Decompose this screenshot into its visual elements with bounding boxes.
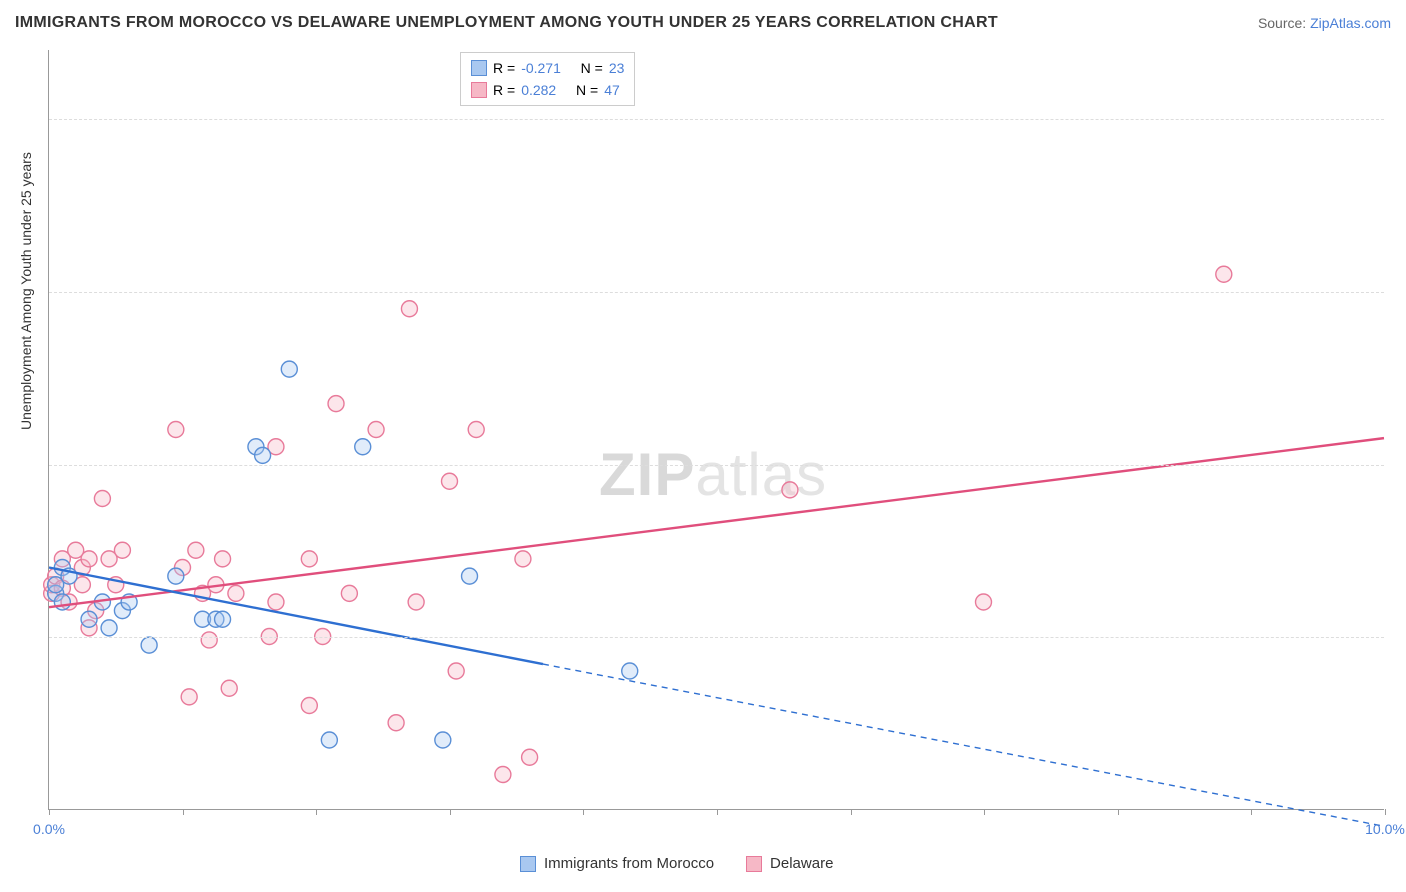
grid-line	[49, 637, 1384, 638]
grid-line	[49, 292, 1384, 293]
legend-swatch	[471, 60, 487, 76]
grid-line	[49, 119, 1384, 120]
scatter-point	[355, 439, 371, 455]
scatter-point	[255, 447, 271, 463]
scatter-point	[1216, 266, 1232, 282]
scatter-point	[301, 551, 317, 567]
scatter-point	[114, 542, 130, 558]
scatter-point	[468, 422, 484, 438]
scatter-point	[101, 620, 117, 636]
legend-correlation-row: R = -0.271 N = 23	[471, 57, 624, 79]
scatter-point	[495, 767, 511, 783]
x-tick	[450, 809, 451, 815]
scatter-point	[168, 568, 184, 584]
scatter-point	[228, 585, 244, 601]
x-tick	[1251, 809, 1252, 815]
scatter-point	[281, 361, 297, 377]
scatter-point	[442, 473, 458, 489]
scatter-point	[81, 551, 97, 567]
x-tick	[984, 809, 985, 815]
scatter-point	[54, 594, 70, 610]
y-axis-label: Unemployment Among Youth under 25 years	[18, 152, 34, 430]
scatter-point	[401, 301, 417, 317]
legend-series-item: Immigrants from Morocco	[520, 855, 714, 872]
legend-series-item: Delaware	[746, 855, 833, 872]
scatter-point	[221, 680, 237, 696]
scatter-point	[328, 396, 344, 412]
scatter-point	[408, 594, 424, 610]
chart-svg	[49, 50, 1384, 809]
scatter-point	[168, 422, 184, 438]
scatter-point	[448, 663, 464, 679]
scatter-point	[435, 732, 451, 748]
scatter-point	[522, 749, 538, 765]
x-tick	[851, 809, 852, 815]
scatter-point	[388, 715, 404, 731]
scatter-point	[341, 585, 357, 601]
scatter-point	[141, 637, 157, 653]
x-tick-label: 0.0%	[33, 821, 65, 837]
x-tick	[316, 809, 317, 815]
x-tick	[183, 809, 184, 815]
legend-swatch	[471, 82, 487, 98]
scatter-point	[215, 611, 231, 627]
source-attribution: Source: ZipAtlas.com	[1258, 15, 1391, 31]
scatter-point	[268, 594, 284, 610]
scatter-point	[301, 698, 317, 714]
scatter-point	[81, 611, 97, 627]
plot-area: ZIPatlas 10.0%20.0%30.0%40.0%0.0%10.0%	[48, 50, 1384, 810]
x-tick	[1385, 809, 1386, 815]
x-tick	[717, 809, 718, 815]
trend-line-blue-extrapolated	[543, 664, 1384, 826]
legend-swatch	[520, 856, 536, 872]
scatter-point	[368, 422, 384, 438]
legend-swatch	[746, 856, 762, 872]
legend-correlation-box: R = -0.271 N = 23 R = 0.282 N = 47	[460, 52, 635, 106]
scatter-point	[201, 632, 217, 648]
scatter-point	[976, 594, 992, 610]
scatter-point	[782, 482, 798, 498]
x-tick-label: 10.0%	[1365, 821, 1405, 837]
source-link[interactable]: ZipAtlas.com	[1310, 15, 1391, 31]
legend-series: Immigrants from Morocco Delaware	[520, 855, 833, 872]
trend-line-pink	[49, 438, 1384, 607]
scatter-point	[622, 663, 638, 679]
scatter-point	[515, 551, 531, 567]
scatter-point	[462, 568, 478, 584]
scatter-point	[321, 732, 337, 748]
scatter-point	[94, 491, 110, 507]
grid-line	[49, 465, 1384, 466]
legend-correlation-row: R = 0.282 N = 47	[471, 79, 624, 101]
chart-title: IMMIGRANTS FROM MOROCCO VS DELAWARE UNEM…	[15, 14, 998, 32]
x-tick	[583, 809, 584, 815]
x-tick	[1118, 809, 1119, 815]
scatter-point	[188, 542, 204, 558]
x-tick	[49, 809, 50, 815]
scatter-point	[215, 551, 231, 567]
scatter-point	[181, 689, 197, 705]
